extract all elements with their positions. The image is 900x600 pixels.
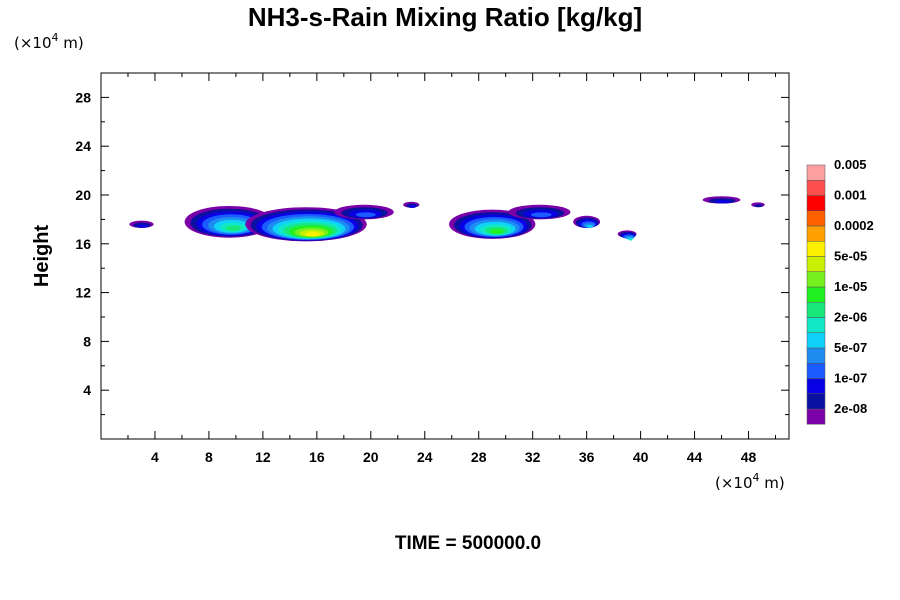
colorbar-swatch — [806, 180, 826, 196]
contour-feature — [617, 230, 637, 241]
x-tick-label: 28 — [471, 449, 487, 465]
colorbar-label: 1e-05 — [834, 279, 867, 294]
colorbar-swatch — [806, 378, 826, 394]
colorbar-label: 2e-06 — [834, 310, 867, 325]
colorbar-label: 5e-05 — [834, 249, 867, 264]
colorbar-swatch — [806, 332, 826, 349]
contour-feature — [702, 196, 741, 204]
y-tick-label: 16 — [75, 236, 91, 252]
colorbar-swatch — [806, 347, 826, 364]
x-tick-label: 36 — [579, 449, 595, 465]
colorbar-swatch — [806, 210, 826, 227]
colorbar-swatch — [806, 393, 826, 410]
contour-feature — [508, 204, 571, 220]
colorbar-swatch — [806, 317, 826, 333]
colorbar-swatch — [806, 225, 826, 242]
contour-band — [530, 212, 552, 218]
x-tick-label: 48 — [741, 449, 757, 465]
colorbar-swatch — [806, 164, 826, 181]
colorbar-swatch — [806, 241, 826, 257]
contour-band — [754, 204, 763, 208]
colorbar-label: 0.005 — [834, 157, 867, 172]
y-unit-prefix: (×10 — [14, 34, 52, 52]
contour-feature — [573, 215, 601, 228]
y-tick-label: 20 — [75, 187, 91, 203]
contour-feature — [751, 202, 765, 208]
y-tick-label: 12 — [75, 285, 91, 301]
x-tick-label: 32 — [525, 449, 541, 465]
colorbar-swatch — [806, 363, 826, 379]
contour-band — [628, 238, 633, 241]
y-unit-exponent: 4 — [52, 31, 59, 44]
x-tick-label: 4 — [151, 449, 159, 465]
colorbar-label: 0.001 — [834, 188, 867, 203]
contour-band — [225, 225, 242, 231]
contour-feature — [129, 220, 154, 228]
chart-title: NH3-s-Rain Mixing Ratio [kg/kg] — [248, 2, 642, 32]
contour-feature — [334, 204, 394, 220]
colorbar-swatch — [806, 271, 826, 288]
y-unit-suffix: m) — [59, 34, 84, 52]
y-axis-label: Height — [31, 225, 53, 288]
y-tick-label: 8 — [83, 333, 91, 349]
contour-feature — [403, 201, 420, 208]
x-tick-label: 20 — [363, 449, 379, 465]
colorbar-label: 5e-07 — [834, 340, 867, 355]
contour-band — [490, 229, 504, 234]
x-unit-label: (×104 m) — [715, 471, 785, 492]
x-tick-label: 8 — [205, 449, 213, 465]
colorbar-label: 2e-08 — [834, 401, 867, 416]
time-label: TIME = 500000.0 — [395, 533, 541, 554]
x-tick-label: 12 — [255, 449, 271, 465]
x-unit-exponent: 4 — [753, 471, 760, 484]
x-tick-label: 44 — [687, 449, 703, 465]
y-tick-label: 28 — [75, 89, 91, 105]
x-tick-label: 16 — [309, 449, 325, 465]
colorbar-swatch — [806, 286, 826, 303]
x-tick-label: 24 — [417, 449, 433, 465]
colorbar-swatch — [806, 302, 826, 318]
contour-band — [714, 200, 731, 204]
x-unit-prefix: (×10 — [715, 474, 753, 492]
contour-band — [586, 224, 593, 228]
contour-features — [129, 196, 765, 242]
y-unit-label: (×104 m) — [14, 31, 84, 52]
contour-band — [355, 212, 376, 218]
colorbar-label: 1e-07 — [834, 371, 867, 386]
x-unit-suffix: m) — [760, 474, 785, 492]
colorbar-swatch — [806, 256, 826, 272]
contour-band — [137, 224, 148, 228]
contour-band — [305, 232, 320, 237]
contour-band — [409, 205, 416, 208]
colorbar: 2e-08 1e-07 5e-07 2e-06 1e-05 5e-05 0.0002 0.00… — [806, 157, 874, 425]
x-tick-label: 40 — [633, 449, 649, 465]
y-tick-label: 4 — [83, 382, 91, 398]
colorbar-swatch — [806, 195, 826, 211]
contour-feature — [449, 209, 536, 239]
y-tick-label: 24 — [75, 138, 91, 154]
contour-feature — [245, 207, 367, 242]
contour-feature — [184, 205, 274, 238]
colorbar-label: 0.0002 — [834, 218, 874, 233]
colorbar-swatch — [806, 408, 826, 425]
plot-frame — [100, 72, 790, 440]
